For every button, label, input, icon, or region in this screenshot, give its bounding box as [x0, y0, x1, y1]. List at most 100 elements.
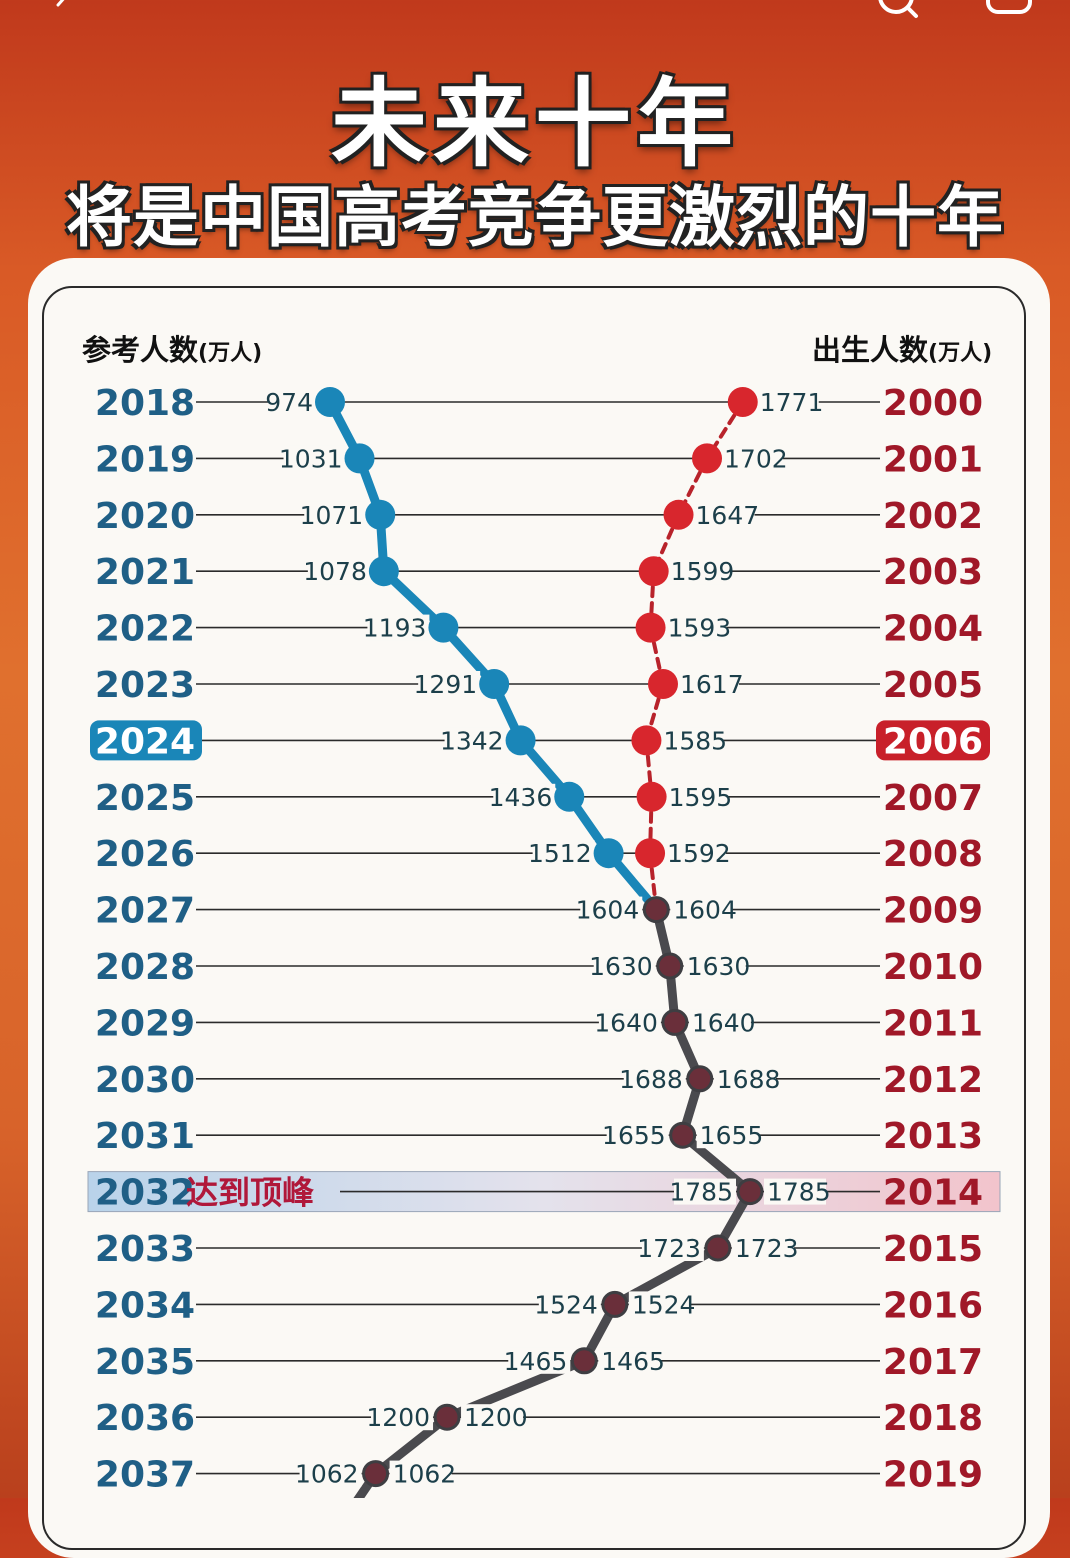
birth-value-label: 1655	[700, 1121, 764, 1150]
birth-year-label: 2008	[883, 834, 983, 875]
top-bar	[0, 0, 1070, 40]
exam-year-label: 2026	[95, 834, 195, 875]
birth-year-label: 2006	[883, 721, 983, 762]
birth-data-point	[663, 499, 694, 530]
exam-value-label: 1512	[528, 839, 592, 868]
birth-value-label: 1200	[464, 1403, 528, 1432]
exam-year-label: 2036	[95, 1398, 195, 1439]
merged-data-point	[669, 1121, 697, 1149]
birth-value-label: 1785	[767, 1178, 831, 1207]
birth-value-label: 1723	[735, 1234, 799, 1263]
birth-year-label: 2009	[883, 891, 983, 932]
birth-data-point	[635, 612, 666, 643]
exam-year-label: 2029	[95, 1003, 195, 1044]
left-axis-header: 参考人数(万人)	[82, 333, 262, 367]
exam-year-label: 2024	[95, 721, 195, 762]
highlight-badge	[876, 720, 990, 761]
birth-year-label: 2014	[883, 1173, 983, 1214]
birth-year-label: 2019	[883, 1455, 983, 1496]
merged-data-point	[642, 896, 670, 924]
merged-data-point	[601, 1290, 629, 1318]
merged-data-point	[656, 952, 684, 980]
birth-year-label: 2003	[883, 552, 983, 593]
birth-value-label: 1604	[673, 896, 737, 925]
birth-year-label: 2013	[883, 1116, 983, 1157]
birth-value-label: 1647	[696, 501, 760, 530]
back-icon[interactable]	[50, 0, 72, 16]
page-subtitle: 将是中国高考竞争更激烈的十年	[66, 179, 1004, 256]
birth-data-point	[635, 838, 666, 869]
exam-year-label: 2032	[95, 1173, 195, 1214]
line-chart: 974 1771 1031 1702 1071 1647 1078 1599 1193 1593 1…	[82, 333, 1001, 1498]
birth-year-label: 2004	[883, 609, 983, 650]
exam-year-label: 2021	[95, 552, 195, 593]
exam-value-label: 1078	[303, 557, 367, 586]
birth-value-label: 1771	[760, 388, 824, 417]
exam-value-label: 1062	[295, 1460, 359, 1489]
birth-value-label: 1599	[671, 557, 735, 586]
exam-data-point	[344, 443, 375, 474]
exam-year-label: 2028	[95, 947, 195, 988]
birth-data-point	[631, 725, 662, 756]
birth-data-point	[647, 669, 678, 699]
merged-series-line	[371, 1412, 452, 1479]
exam-data-point	[479, 669, 510, 699]
merged-data-point	[570, 1347, 598, 1375]
birth-value-label: 1630	[687, 952, 751, 981]
exam-data-point	[554, 781, 585, 812]
exam-data-point	[368, 556, 399, 587]
exam-year-label: 2022	[95, 609, 195, 650]
exam-year-label: 2037	[95, 1455, 195, 1496]
birth-year-label: 2017	[883, 1342, 983, 1383]
exam-data-point	[428, 612, 459, 643]
more-icon[interactable]	[984, 0, 1034, 18]
merged-data-point	[736, 1178, 764, 1206]
exam-year-label: 2034	[95, 1285, 195, 1326]
exam-data-point	[365, 499, 396, 530]
exam-value-label: 1465	[504, 1347, 568, 1376]
birth-value-label: 1465	[601, 1347, 665, 1376]
exam-year-label: 2035	[95, 1342, 195, 1383]
exam-year-label: 2023	[95, 665, 195, 706]
birth-year-label: 2002	[883, 496, 983, 537]
exam-value-label: 1655	[602, 1121, 666, 1150]
birth-year-label: 2011	[883, 1003, 983, 1044]
exam-data-point	[505, 725, 536, 756]
peak-annotation: 达到顶峰	[186, 1174, 314, 1212]
exam-year-label: 2025	[95, 778, 195, 819]
birth-data-point	[638, 556, 669, 587]
merged-series-line	[678, 1130, 755, 1197]
exam-value-label: 1524	[534, 1290, 598, 1319]
birth-data-point	[692, 443, 723, 474]
exam-value-label: 1785	[669, 1178, 733, 1207]
birth-year-label: 2001	[883, 439, 983, 480]
birth-value-label: 1617	[680, 670, 744, 699]
exam-value-label: 1031	[279, 444, 343, 473]
merged-data-point	[704, 1234, 732, 1262]
birth-year-label: 2007	[883, 778, 983, 819]
exam-year-label: 2031	[95, 1116, 195, 1157]
search-icon[interactable]	[872, 0, 920, 20]
exam-year-label: 2033	[95, 1229, 195, 1270]
birth-year-label: 2000	[883, 383, 983, 424]
exam-value-label: 1604	[576, 896, 640, 925]
birth-value-label: 1595	[669, 783, 733, 812]
exam-value-label: 1688	[619, 1065, 683, 1094]
exam-value-label: 974	[265, 388, 313, 417]
exam-value-label: 1071	[300, 501, 364, 530]
exam-year-label: 2030	[95, 1060, 195, 1101]
exam-year-label: 2020	[95, 496, 195, 537]
exam-year-label: 2019	[95, 439, 195, 480]
merged-data-point	[661, 1008, 689, 1036]
birth-value-label: 1524	[632, 1290, 696, 1319]
birth-data-point	[636, 781, 667, 812]
exam-value-label: 1342	[440, 726, 504, 755]
birth-data-point	[727, 387, 758, 417]
page-title: 未来十年	[331, 68, 739, 180]
exam-data-point	[593, 838, 624, 869]
merged-data-point	[433, 1403, 461, 1431]
exam-value-label: 1723	[637, 1234, 701, 1263]
exam-value-label: 1436	[489, 783, 553, 812]
birth-year-label: 2016	[883, 1285, 983, 1326]
birth-year-label: 2012	[883, 1060, 983, 1101]
